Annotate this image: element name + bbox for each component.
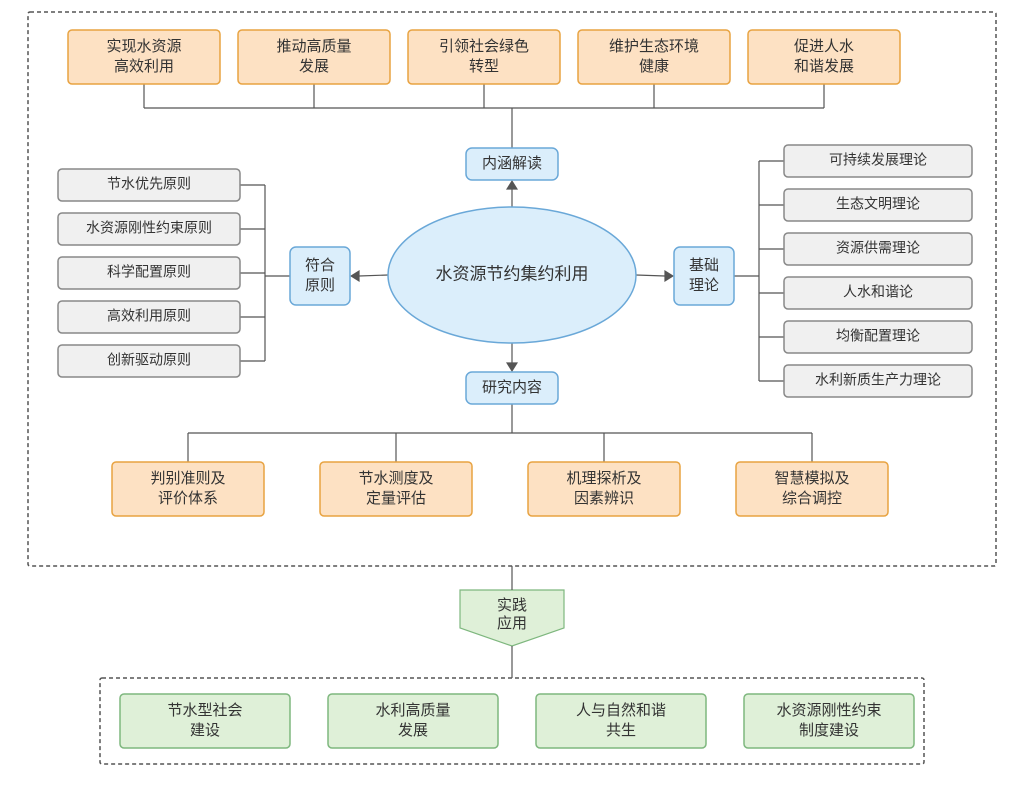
app-box: 水资源刚性约束制度建设 <box>744 694 914 748</box>
svg-text:推动高质量: 推动高质量 <box>276 38 351 55</box>
right-box: 人水和谐论 <box>784 277 972 309</box>
left-box: 科学配置原则 <box>58 257 240 289</box>
app-box: 人与自然和谐共生 <box>536 694 706 748</box>
svg-text:综合调控: 综合调控 <box>782 490 842 507</box>
water-resource-diagram: 水资源节约集约利用内涵解读研究内容符合原则基础理论实现水资源高效利用推动高质量发… <box>0 0 1024 803</box>
svg-text:原则: 原则 <box>305 277 335 294</box>
right-box: 可持续发展理论 <box>784 145 972 177</box>
top-box: 促进人水和谐发展 <box>748 30 900 84</box>
left-box: 水资源刚性约束原则 <box>58 213 240 245</box>
app-box: 节水型社会建设 <box>120 694 290 748</box>
svg-text:节水型社会: 节水型社会 <box>167 702 242 719</box>
svg-text:高效利用: 高效利用 <box>114 58 174 75</box>
svg-text:生态文明理论: 生态文明理论 <box>836 196 920 212</box>
bottom-box: 判别准则及评价体系 <box>112 462 264 516</box>
right-box: 生态文明理论 <box>784 189 972 221</box>
top-box: 推动高质量发展 <box>238 30 390 84</box>
svg-text:创新驱动原则: 创新驱动原则 <box>107 352 191 368</box>
hub-bottom: 研究内容 <box>466 372 558 404</box>
svg-text:评价体系: 评价体系 <box>158 490 218 507</box>
svg-text:科学配置原则: 科学配置原则 <box>107 264 191 280</box>
svg-text:资源供需理论: 资源供需理论 <box>836 240 920 256</box>
left-box: 高效利用原则 <box>58 301 240 333</box>
svg-text:基础: 基础 <box>689 257 719 274</box>
svg-text:引领社会绿色: 引领社会绿色 <box>439 38 529 55</box>
hub-right: 基础理论 <box>674 247 734 305</box>
right-box: 水利新质生产力理论 <box>784 365 972 397</box>
svg-text:水利高质量: 水利高质量 <box>375 702 450 719</box>
svg-text:研究内容: 研究内容 <box>482 379 542 396</box>
bottom-box: 智慧模拟及综合调控 <box>736 462 888 516</box>
hub-left: 符合原则 <box>290 247 350 305</box>
bottom-box: 节水测度及定量评估 <box>320 462 472 516</box>
svg-text:应用: 应用 <box>497 614 527 632</box>
svg-text:判别准则及: 判别准则及 <box>150 470 225 487</box>
svg-text:促进人水: 促进人水 <box>794 38 854 55</box>
svg-text:定量评估: 定量评估 <box>366 490 426 507</box>
svg-text:水利新质生产力理论: 水利新质生产力理论 <box>815 372 941 388</box>
svg-text:节水优先原则: 节水优先原则 <box>107 176 191 192</box>
app-box: 水利高质量发展 <box>328 694 498 748</box>
svg-text:发展: 发展 <box>398 722 428 739</box>
svg-text:维护生态环境: 维护生态环境 <box>609 37 699 55</box>
bottom-box: 机理探析及因素辨识 <box>528 462 680 516</box>
top-box: 引领社会绿色转型 <box>408 30 560 84</box>
svg-text:均衡配置理论: 均衡配置理论 <box>836 328 920 344</box>
svg-text:实践: 实践 <box>497 597 527 614</box>
svg-text:智慧模拟及: 智慧模拟及 <box>774 469 849 487</box>
practice-arrow: 实践应用 <box>460 590 564 646</box>
left-box: 节水优先原则 <box>58 169 240 201</box>
svg-text:共生: 共生 <box>606 722 636 739</box>
svg-text:健康: 健康 <box>639 58 669 75</box>
svg-text:实现水资源: 实现水资源 <box>106 38 181 55</box>
svg-text:节水测度及: 节水测度及 <box>358 470 433 487</box>
svg-text:水资源刚性约束: 水资源刚性约束 <box>776 702 881 719</box>
svg-text:理论: 理论 <box>689 277 719 294</box>
svg-text:机理探析及: 机理探析及 <box>566 470 641 487</box>
svg-text:和谐发展: 和谐发展 <box>794 58 854 75</box>
right-box: 资源供需理论 <box>784 233 972 265</box>
svg-text:水资源节约集约利用: 水资源节约集约利用 <box>436 264 589 283</box>
hub-top: 内涵解读 <box>466 148 558 180</box>
svg-text:人与自然和谐: 人与自然和谐 <box>576 702 666 719</box>
svg-text:人水和谐论: 人水和谐论 <box>843 284 913 300</box>
svg-text:建设: 建设 <box>190 722 220 739</box>
top-box: 维护生态环境健康 <box>578 30 730 84</box>
svg-text:因素辨识: 因素辨识 <box>574 490 634 507</box>
left-box: 创新驱动原则 <box>58 345 240 377</box>
top-box: 实现水资源高效利用 <box>68 30 220 84</box>
svg-text:内涵解读: 内涵解读 <box>482 155 542 172</box>
svg-text:水资源刚性约束原则: 水资源刚性约束原则 <box>86 220 212 236</box>
svg-text:转型: 转型 <box>469 58 499 75</box>
svg-text:可持续发展理论: 可持续发展理论 <box>829 152 927 168</box>
svg-text:高效利用原则: 高效利用原则 <box>107 308 191 324</box>
svg-text:发展: 发展 <box>299 58 329 75</box>
right-box: 均衡配置理论 <box>784 321 972 353</box>
svg-text:制度建设: 制度建设 <box>799 722 859 739</box>
svg-text:符合: 符合 <box>305 257 335 274</box>
